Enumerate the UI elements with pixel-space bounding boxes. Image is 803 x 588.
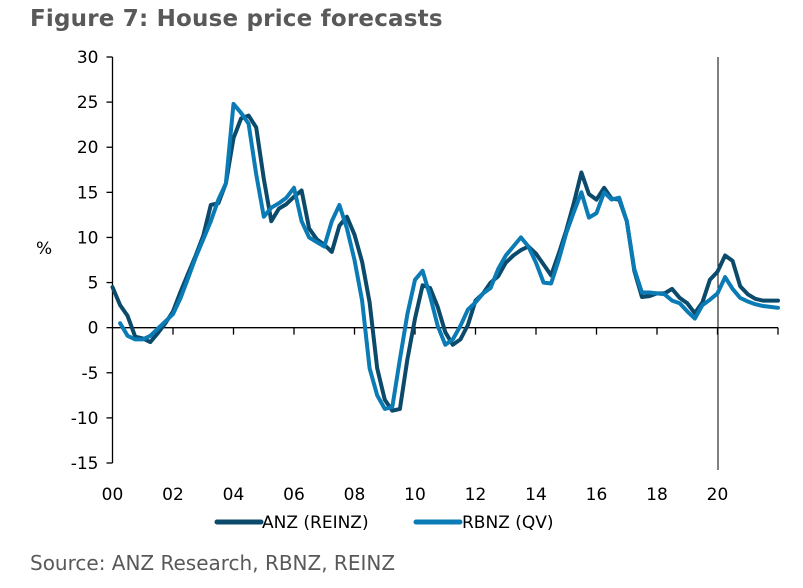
series-line-anz (110, 113, 780, 413)
y-tick-label: 5 (88, 274, 99, 294)
y-axis-label: % (36, 239, 52, 259)
x-tick-label: 12 (465, 485, 487, 505)
legend-label: RBNZ (QV) (462, 513, 554, 533)
x-tick-label: 02 (162, 485, 184, 505)
x-tick-label: 08 (344, 485, 366, 505)
y-tick-label: -5 (82, 364, 99, 384)
x-tick-label: 00 (102, 485, 124, 505)
x-tick-label: 16 (586, 485, 608, 505)
y-tick-label: -15 (71, 454, 99, 474)
chart-title: Figure 7: House price forecasts (30, 6, 443, 32)
x-tick-label: 06 (283, 485, 305, 505)
x-tick-label: 20 (707, 485, 729, 505)
source-note: Source: ANZ Research, RBNZ, REINZ (30, 551, 396, 575)
x-tick-label: 18 (646, 485, 668, 505)
x-axis: 00 02 04 06 08 10 12 14 16 18 20 (102, 57, 779, 505)
series-line-rbnz (118, 101, 780, 411)
y-axis: 30 25 20 15 10 5 0 -5 -10 -15 (71, 48, 114, 474)
y-tick-label: 10 (77, 228, 99, 248)
y-tick-label: 0 (88, 319, 99, 339)
legend-label: ANZ (REINZ) (262, 513, 369, 533)
series-lines (110, 101, 780, 413)
x-tick-label: 14 (525, 485, 547, 505)
y-tick-label: -10 (71, 409, 99, 429)
y-tick-label: 15 (77, 183, 99, 203)
legend: ANZ (REINZ) RBNZ (QV) (214, 513, 554, 533)
x-tick-label: 10 (404, 485, 426, 505)
y-tick-label: 30 (77, 48, 99, 68)
y-tick-label: 25 (77, 93, 99, 113)
x-tick-label: 04 (223, 485, 245, 505)
y-tick-label: 20 (77, 138, 99, 158)
